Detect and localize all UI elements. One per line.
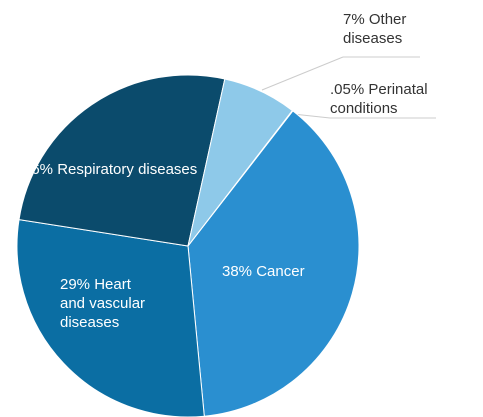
slice-label: 7% Other diseases <box>343 10 433 48</box>
value-label: 26% <box>23 161 54 178</box>
leader-line <box>292 113 331 119</box>
category-label: Other diseases <box>343 11 407 47</box>
value-label: 38% <box>222 263 253 280</box>
slice-label: 38% Cancer <box>222 262 352 281</box>
value-label: 29% <box>60 276 91 293</box>
pie-slice <box>187 109 294 247</box>
leader-line <box>261 56 344 91</box>
pie-slice <box>16 219 205 417</box>
slice-label: 29% Heart and vascular diseases <box>60 275 160 332</box>
slice-label: .05% Perinatal conditions <box>330 80 440 118</box>
category-label: Perinatal conditions <box>330 81 428 117</box>
category-label: Heart and vascular diseases <box>60 276 146 331</box>
category-label: Cancer <box>256 263 305 280</box>
pie-slice <box>18 74 226 247</box>
slice-label: 26% Respiratory diseases <box>23 160 198 179</box>
value-label: .05% <box>330 81 365 98</box>
pie-slice <box>187 110 360 417</box>
value-label: 7% <box>343 11 365 28</box>
category-label: Respiratory diseases <box>57 161 198 178</box>
